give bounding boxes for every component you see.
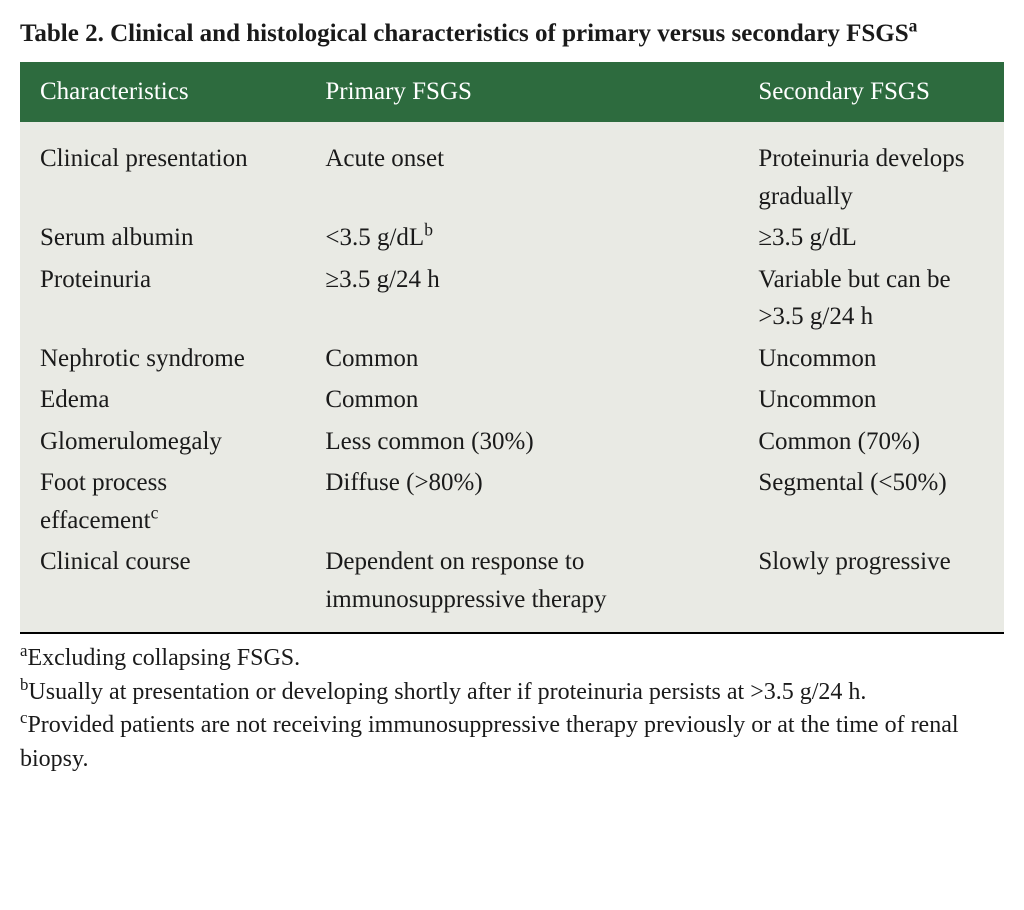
col-header-characteristics: Characteristics — [20, 62, 305, 122]
table-row: Serum albumin <3.5 g/dLb ≥3.5 g/dL — [20, 217, 1004, 259]
table-cell: Uncommon — [738, 379, 1004, 421]
table-cell: Common — [305, 338, 738, 380]
footnote-text: Excluding collapsing FSGS. — [27, 645, 300, 671]
table-row: Clinical presentation Acute onset Proteinu… — [20, 122, 1004, 217]
table-header: Characteristics Primary FSGS Secondary F… — [20, 62, 1004, 122]
table-cell: Nephrotic syndrome — [20, 338, 305, 380]
table-cell: Serum albumin — [20, 217, 305, 259]
table-cell: Diffuse (>80%) — [305, 462, 738, 541]
table-row: Edema Common Uncommon — [20, 379, 1004, 421]
table-row: Glomerulomegaly Less common (30%) Common (… — [20, 421, 1004, 463]
footnote: aExcluding collapsing FSGS. — [20, 642, 1004, 676]
cell-text: Variable but can be >3.5 g/24 h — [758, 266, 950, 331]
table-cell: Acute onset — [305, 122, 738, 217]
table-row: Nephrotic syndrome Common Uncommon — [20, 338, 1004, 380]
footnote: bUsually at presentation or developing s… — [20, 676, 1004, 710]
cell-text: Uncommon — [758, 386, 876, 413]
footnote-text: Usually at presentation or developing sh… — [28, 679, 866, 705]
table-cell: Less common (30%) — [305, 421, 738, 463]
table-cell: Common (70%) — [738, 421, 1004, 463]
table-cell: Proteinuria develops gradually — [738, 122, 1004, 217]
cell-text: Nephrotic syndrome — [40, 345, 245, 372]
table-cell: ≥3.5 g/dL — [738, 217, 1004, 259]
footnote: cProvided patients are not receiving imm… — [20, 709, 1004, 776]
cell-text: Slowly progressive — [758, 548, 950, 575]
footnote-text: Provided patients are not receiving immu… — [20, 712, 959, 772]
cell-text: Uncommon — [758, 345, 876, 372]
table-title-text: Table 2. Clinical and histological chara… — [20, 20, 909, 47]
table-cell: Proteinuria — [20, 259, 305, 338]
cell-text: Common — [325, 386, 418, 413]
table-title-sup: a — [909, 16, 918, 36]
cell-text: Serum albumin — [40, 224, 193, 251]
table-container: Characteristics Primary FSGS Secondary F… — [20, 62, 1004, 634]
table-row: Clinical course Dependent on response to … — [20, 541, 1004, 632]
table-cell: Dependent on response to immunosuppressi… — [305, 541, 738, 632]
cell-text: Acute onset — [325, 145, 444, 172]
cell-text: Diffuse (>80%) — [325, 469, 482, 496]
table-cell: Clinical course — [20, 541, 305, 632]
cell-text: <3.5 g/dL — [325, 224, 424, 251]
table-cell: Uncommon — [738, 338, 1004, 380]
cell-text: Foot process effacement — [40, 469, 167, 534]
table-cell: Variable but can be >3.5 g/24 h — [738, 259, 1004, 338]
table-cell: Clinical presentation — [20, 122, 305, 217]
cell-text: Dependent on response to immunosuppressi… — [325, 548, 606, 613]
table-cell: ≥3.5 g/24 h — [305, 259, 738, 338]
cell-text: Glomerulomegaly — [40, 428, 222, 455]
cell-text: Less common (30%) — [325, 428, 533, 455]
cell-text: Edema — [40, 386, 109, 413]
cell-text: Proteinuria develops gradually — [758, 145, 964, 210]
cell-sup: c — [151, 502, 159, 522]
table-title: Table 2. Clinical and histological chara… — [20, 16, 1004, 52]
cell-text: Clinical course — [40, 548, 191, 575]
table-cell: Common — [305, 379, 738, 421]
table-cell: Edema — [20, 379, 305, 421]
cell-text: Clinical presentation — [40, 145, 248, 172]
cell-sup: b — [424, 220, 433, 240]
table-row: Proteinuria ≥3.5 g/24 h Variable but can b… — [20, 259, 1004, 338]
table-row: Foot process effacementc Diffuse (>80%) Se… — [20, 462, 1004, 541]
col-header-secondary: Secondary FSGS — [738, 62, 1004, 122]
col-header-primary: Primary FSGS — [305, 62, 738, 122]
cell-text: Common (70%) — [758, 428, 920, 455]
table-cell: Segmental (<50%) — [738, 462, 1004, 541]
table-cell: <3.5 g/dLb — [305, 217, 738, 259]
comparison-table: Characteristics Primary FSGS Secondary F… — [20, 62, 1004, 632]
footnotes: aExcluding collapsing FSGS.bUsually at p… — [20, 634, 1004, 776]
cell-text: Segmental (<50%) — [758, 469, 946, 496]
table-cell: Foot process effacementc — [20, 462, 305, 541]
table-cell: Slowly progressive — [738, 541, 1004, 632]
cell-text: Proteinuria — [40, 266, 151, 293]
cell-text: ≥3.5 g/dL — [758, 224, 856, 251]
table-body: Clinical presentation Acute onset Proteinu… — [20, 122, 1004, 632]
cell-text: ≥3.5 g/24 h — [325, 266, 439, 293]
table-cell: Glomerulomegaly — [20, 421, 305, 463]
cell-text: Common — [325, 345, 418, 372]
